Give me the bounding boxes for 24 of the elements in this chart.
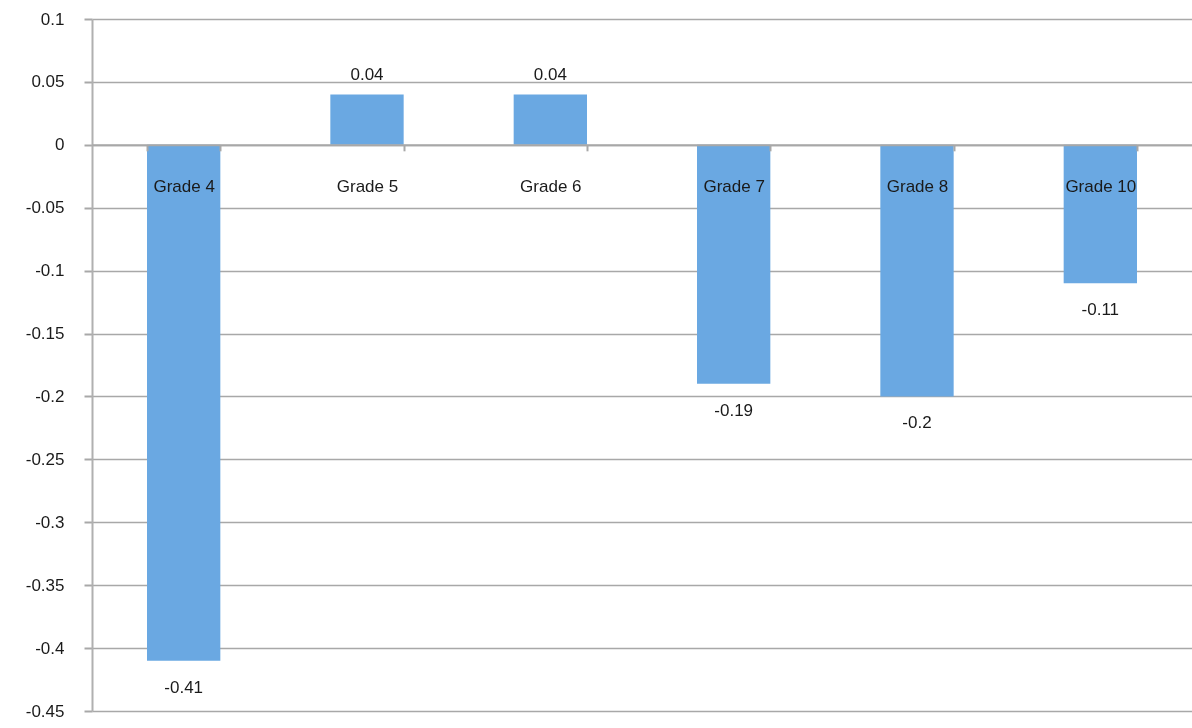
x-tick-label: Grade 6 [520,177,582,197]
y-tick-label: -0.2 [35,386,65,406]
y-tick-label: -0.15 [25,324,65,344]
data-label: -0.41 [164,677,204,697]
y-tick-label: -0.3 [35,512,65,532]
y-tick-label: -0.35 [25,575,65,595]
y-tick-label: -0.45 [25,701,65,721]
y-tick-label: -0.05 [25,198,65,218]
y-tick-label: 0.1 [40,9,65,29]
x-tick-label: Grade 10 [1065,177,1137,197]
y-tick-label: -0.25 [25,449,65,469]
x-tick-label: Grade 4 [153,177,215,197]
y-tick-label: -0.4 [35,638,65,658]
y-tick-label: -0.1 [35,261,65,281]
y-tick-label: 0 [55,135,65,155]
data-label: 0.04 [533,65,567,85]
x-tick-label: Grade 8 [886,177,949,197]
data-label: -0.11 [1081,300,1120,320]
x-tick-label: Grade 5 [336,177,399,197]
data-label: 0.04 [350,65,384,85]
data-label: -0.2 [902,413,932,433]
data-label: -0.19 [714,400,754,420]
x-tick-label: Grade 7 [703,177,765,197]
y-tick-label: 0.05 [31,72,65,92]
